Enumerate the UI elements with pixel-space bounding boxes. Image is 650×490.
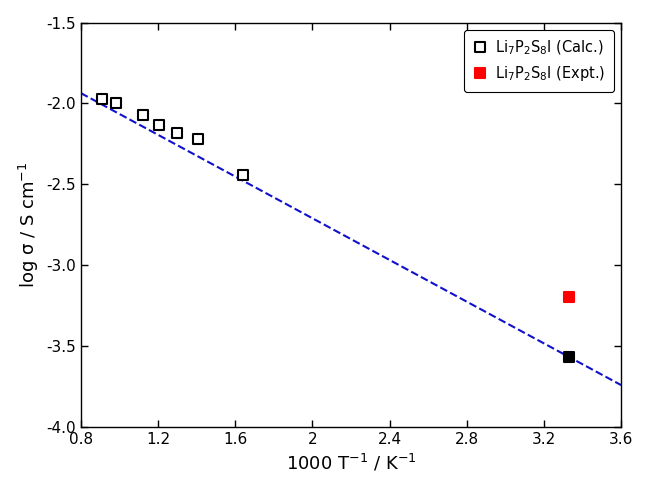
Li$_7$P$_2$S$_8$I (Calc.) — [138, 111, 149, 119]
Li$_7$P$_2$S$_8$I (Expt.) — [564, 294, 574, 301]
Li$_7$P$_2$S$_8$I (Calc.) — [111, 99, 121, 107]
Li$_7$P$_2$S$_8$I (Calc.) — [172, 129, 183, 137]
Li$_7$P$_2$S$_8$I (Calc.) — [154, 121, 164, 128]
Y-axis label: log σ / S cm$^{-1}$: log σ / S cm$^{-1}$ — [17, 162, 41, 288]
Li$_7$P$_2$S$_8$I (Calc.) — [193, 135, 203, 143]
Legend: Li$_7$P$_2$S$_8$I (Calc.), Li$_7$P$_2$S$_8$I (Expt.): Li$_7$P$_2$S$_8$I (Calc.), Li$_7$P$_2$S$… — [464, 30, 614, 92]
Li$_7$P$_2$S$_8$I (Calc.) — [97, 95, 107, 102]
Point — [564, 353, 574, 361]
X-axis label: 1000 T$^{-1}$ / K$^{-1}$: 1000 T$^{-1}$ / K$^{-1}$ — [286, 452, 417, 473]
Li$_7$P$_2$S$_8$I (Calc.) — [238, 171, 248, 178]
